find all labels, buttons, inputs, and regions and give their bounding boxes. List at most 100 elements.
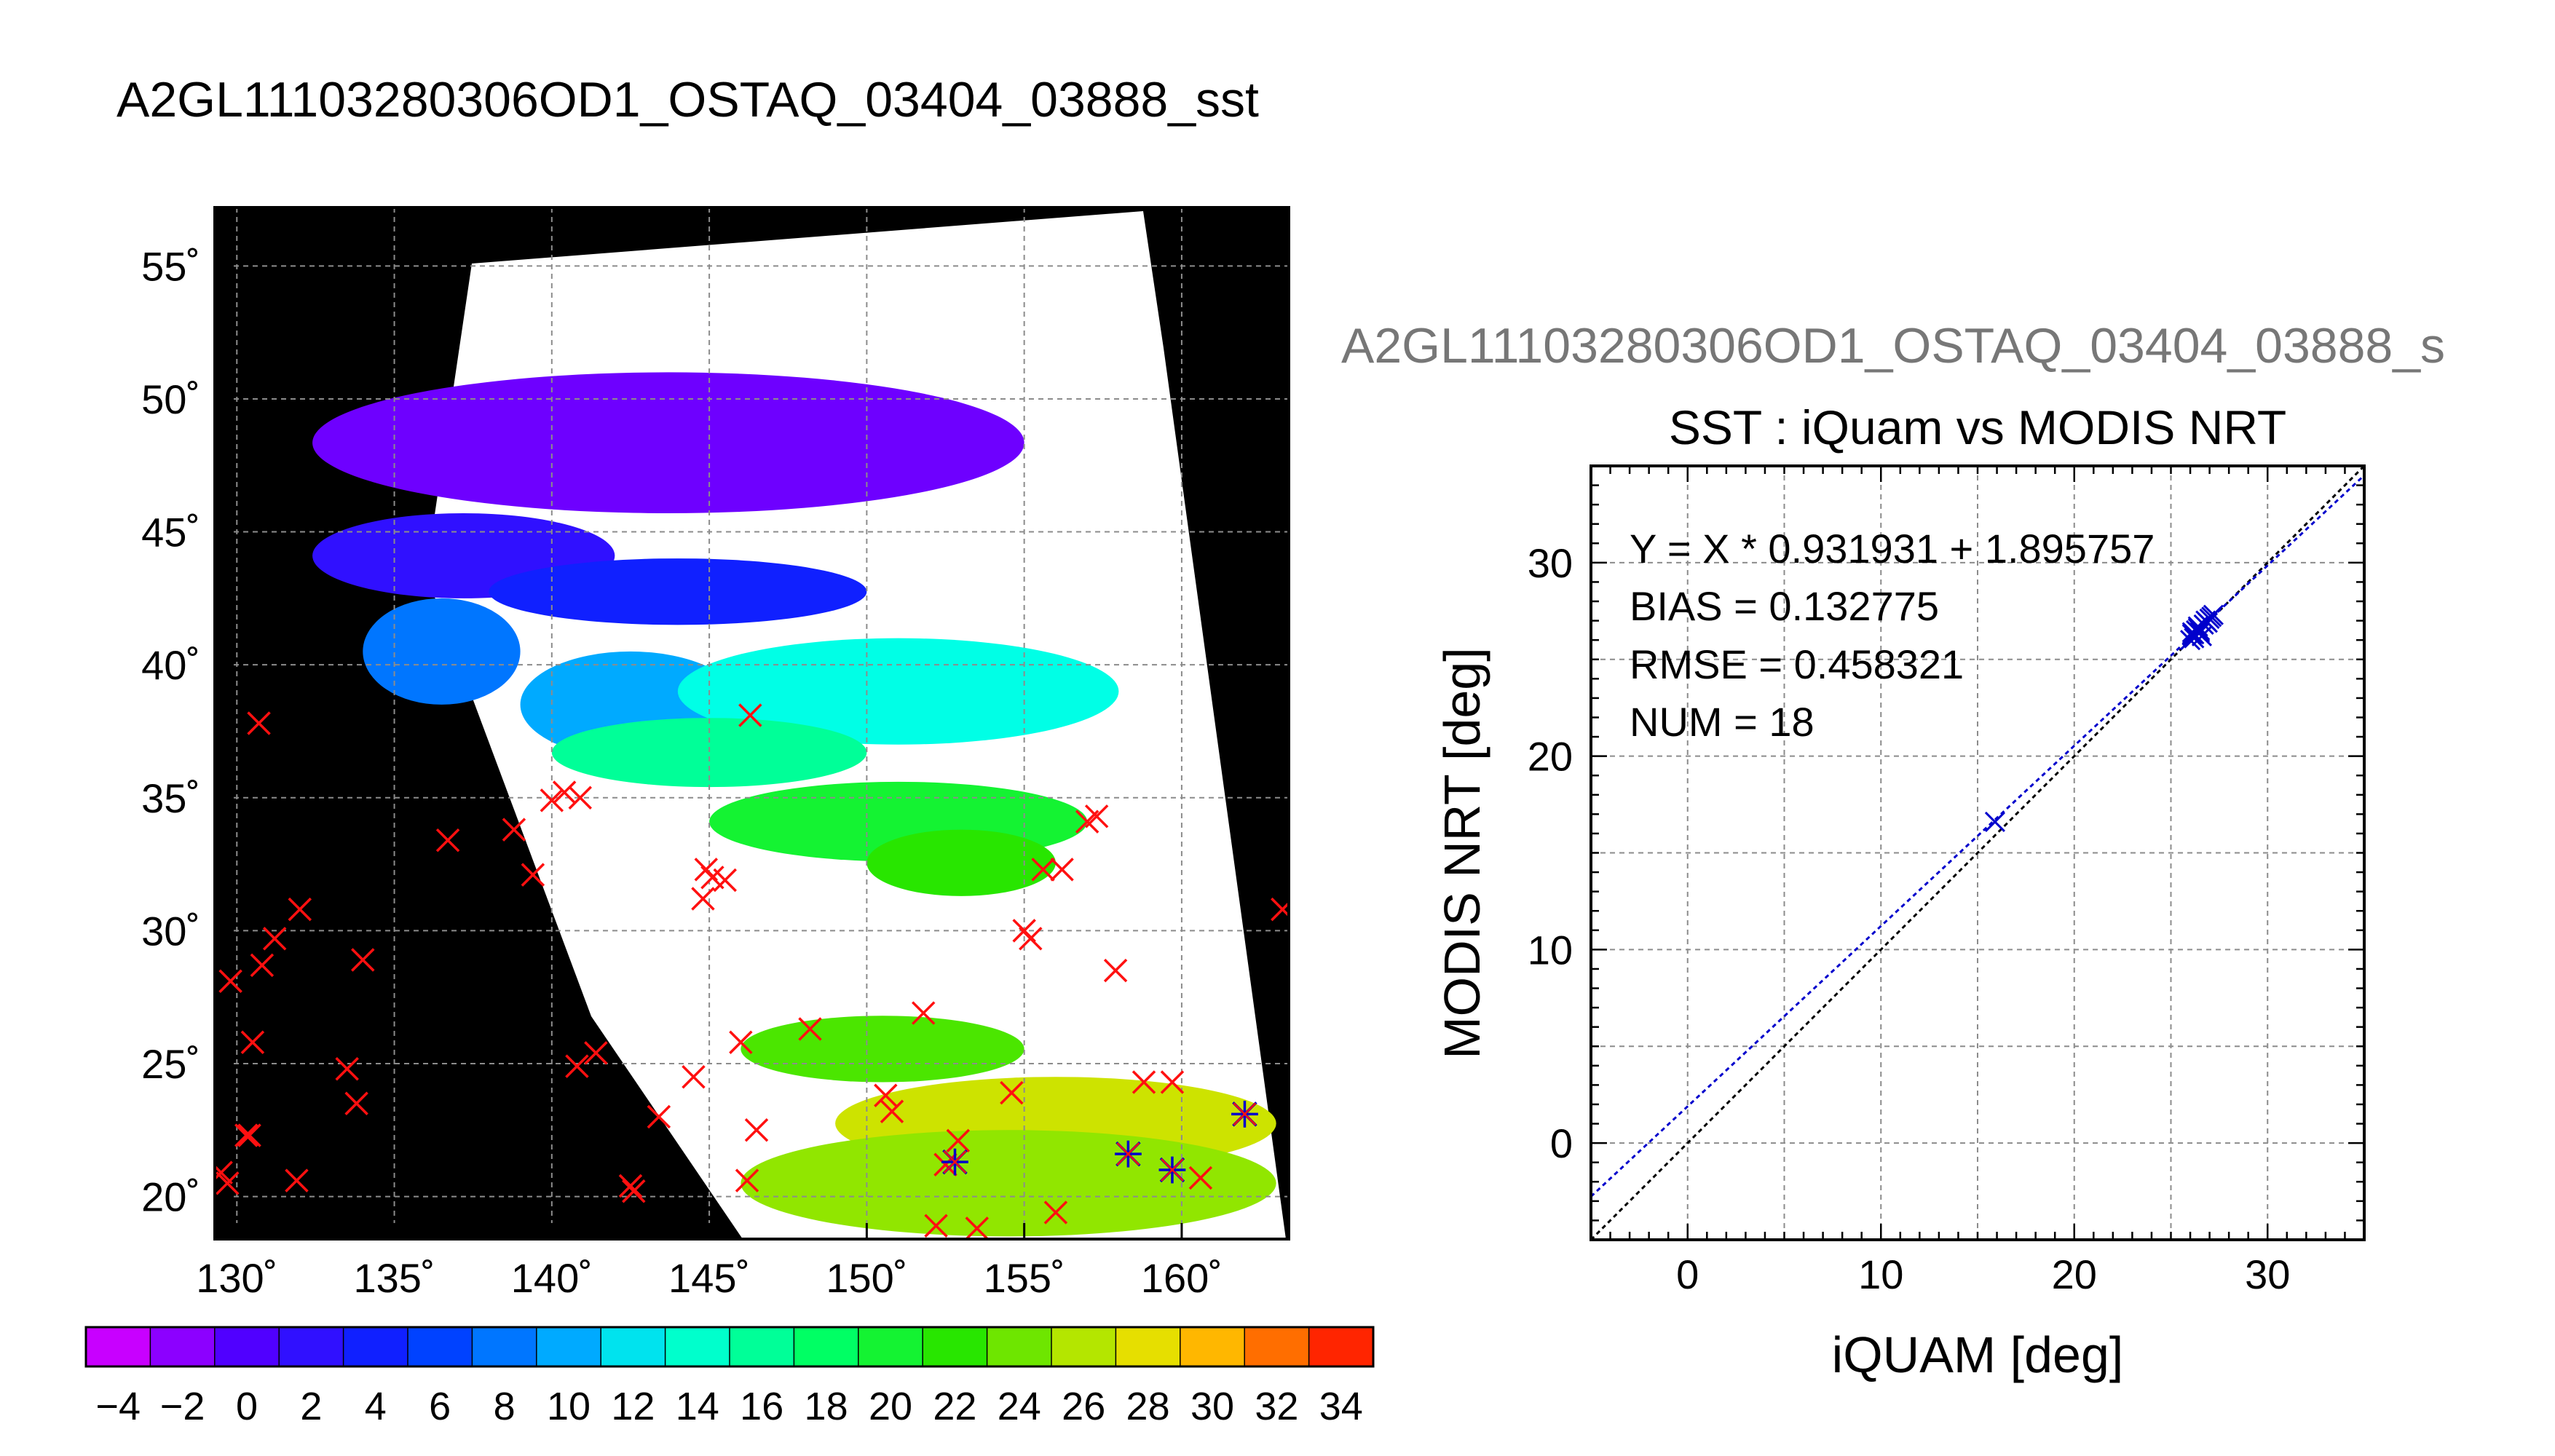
sst-patch bbox=[677, 638, 1119, 745]
match-markers bbox=[215, 703, 1289, 1239]
map-lat-tick-label: 30˚ bbox=[141, 908, 200, 954]
figure-title: A2GL11103280306OD1_OSTAQ_03404_03888_sst bbox=[117, 72, 1259, 127]
colorbar-cell bbox=[343, 1327, 408, 1366]
match-marker bbox=[1043, 1200, 1068, 1224]
match-marker bbox=[622, 1179, 646, 1203]
match-marker bbox=[912, 1001, 936, 1025]
scatter-x-ticks: 0 10 20 30 bbox=[1590, 466, 2366, 1297]
match-marker bbox=[351, 948, 375, 972]
match-marker bbox=[1000, 1080, 1024, 1105]
scatter-point bbox=[2184, 624, 2205, 645]
stats-num: NUM = 18 bbox=[1630, 699, 1814, 745]
colorbar-tick-label: 16 bbox=[740, 1385, 783, 1428]
scatter-y-tick-label: 30 bbox=[1528, 540, 1573, 586]
colorbar-tick-label: −4 bbox=[95, 1385, 141, 1428]
match-marker bbox=[713, 868, 737, 893]
scatter-title: SST : iQuam vs MODIS NRT bbox=[1669, 400, 2286, 454]
sst-patch bbox=[551, 718, 867, 788]
match-marker bbox=[540, 788, 564, 812]
map-lat-tick-label: 25˚ bbox=[141, 1041, 200, 1087]
sst-patch bbox=[866, 829, 1056, 896]
match-marker bbox=[435, 828, 460, 852]
match-marker bbox=[335, 1057, 359, 1081]
colorbar-cell bbox=[665, 1327, 730, 1366]
match-marker bbox=[647, 1104, 671, 1129]
map-lon-ticks: 130˚ 135˚ 140˚ 145˚ 150˚ 155˚ 160˚ bbox=[196, 1223, 1223, 1301]
sst-field bbox=[312, 372, 1276, 1237]
map-lat-tick-label: 35˚ bbox=[141, 775, 200, 821]
scatter-point bbox=[2189, 622, 2211, 643]
sst-patch bbox=[489, 558, 867, 625]
sst-patch bbox=[363, 598, 521, 705]
colorbar-cell bbox=[730, 1327, 794, 1366]
match-marker bbox=[1019, 927, 1043, 951]
colorbar-tick-label: 10 bbox=[547, 1385, 591, 1428]
colorbar-tick-label: 30 bbox=[1190, 1385, 1234, 1428]
colorbar-tick-label: 26 bbox=[1062, 1385, 1105, 1428]
match-marker bbox=[234, 1123, 258, 1147]
match-marker bbox=[215, 1160, 233, 1184]
colorbar-cell bbox=[923, 1327, 988, 1366]
sst-patch bbox=[312, 372, 1024, 513]
stats-rmse: RMSE = 0.458321 bbox=[1630, 641, 1964, 687]
scatter-x-tick-label: 10 bbox=[1858, 1251, 1903, 1297]
match-marker bbox=[344, 1091, 368, 1115]
match-marker bbox=[965, 1216, 990, 1239]
colorbar: −4 −2 0 2 4 6 8 10 12 14 16 18 20 22 24 26 28 30 32 34 bbox=[84, 1326, 1375, 1428]
scatter-x-tick-label: 0 bbox=[1676, 1251, 1699, 1297]
colorbar-tick-label: 22 bbox=[933, 1385, 976, 1428]
map-lon-tick-label: 140˚ bbox=[511, 1255, 593, 1301]
scatter-grid bbox=[1591, 466, 2364, 1240]
scatter-y-ticks: 0 10 20 30 bbox=[1528, 464, 2364, 1241]
regression-line bbox=[1591, 474, 2364, 1198]
map-lat-tick-label: 45˚ bbox=[141, 510, 200, 555]
colorbar-cell bbox=[408, 1327, 473, 1366]
scatter-point bbox=[2201, 606, 2222, 628]
match-marker bbox=[240, 1030, 265, 1054]
match-marker bbox=[618, 1174, 643, 1198]
match-marker bbox=[1188, 1166, 1213, 1190]
match-marker bbox=[924, 1214, 948, 1238]
colorbar-tick-label: 32 bbox=[1255, 1385, 1298, 1428]
colorbar-cell bbox=[987, 1327, 1052, 1366]
match-marker bbox=[1050, 858, 1074, 882]
scatter-x-label: iQUAM [deg] bbox=[1832, 1326, 2124, 1383]
colorbar-tick-label: 14 bbox=[676, 1385, 719, 1428]
match-marker bbox=[694, 858, 719, 882]
map-lon-tick-label: 135˚ bbox=[354, 1255, 435, 1301]
stats-equation: Y = X * 0.931931 + 1.895757 bbox=[1630, 526, 2155, 571]
colorbar-cell bbox=[150, 1327, 216, 1366]
colorbar-cell bbox=[858, 1327, 923, 1366]
colorbar-tick-label: 4 bbox=[365, 1385, 387, 1428]
secondary-title: A2GL11103280306OD1_OSTAQ_03404_03888_s bbox=[1341, 318, 2445, 373]
scatter-x-tick-label: 30 bbox=[2245, 1251, 2290, 1297]
colorbar-tick-label: 12 bbox=[611, 1385, 655, 1428]
match-marker bbox=[216, 1171, 240, 1195]
match-marker bbox=[682, 1064, 706, 1089]
colorbar-tick-label: 0 bbox=[236, 1385, 258, 1428]
colorbar-cell bbox=[601, 1327, 666, 1366]
scatter-x-tick-label: 20 bbox=[2052, 1251, 2097, 1297]
match-marker bbox=[1103, 958, 1128, 983]
match-marker bbox=[565, 1054, 589, 1078]
scatter-points bbox=[1984, 604, 2224, 833]
match-marker bbox=[218, 969, 242, 993]
scatter-point bbox=[2189, 620, 2211, 641]
colorbar-cell bbox=[536, 1327, 601, 1366]
colorbar-cell bbox=[86, 1327, 151, 1366]
colorbar-cell bbox=[1051, 1327, 1116, 1366]
map-grid bbox=[215, 207, 1289, 1239]
colorbar-tick-label: 2 bbox=[300, 1385, 322, 1428]
map-lat-tick-label: 40˚ bbox=[141, 642, 200, 688]
colorbar-cell bbox=[1180, 1327, 1245, 1366]
matchup-match-marker bbox=[943, 1150, 967, 1174]
match-marker bbox=[691, 887, 715, 911]
colorbar-cell bbox=[1115, 1327, 1181, 1366]
map-panel: 130˚ 135˚ 140˚ 145˚ 150˚ 155˚ 160˚ 20˚ 25˚ 30˚ 35… bbox=[141, 206, 1290, 1301]
colorbar-tick-label: 6 bbox=[429, 1385, 451, 1428]
match-marker bbox=[250, 953, 275, 978]
matchup-markers bbox=[941, 1100, 1258, 1184]
match-marker bbox=[584, 1041, 608, 1065]
map-lon-tick-label: 150˚ bbox=[826, 1255, 907, 1301]
